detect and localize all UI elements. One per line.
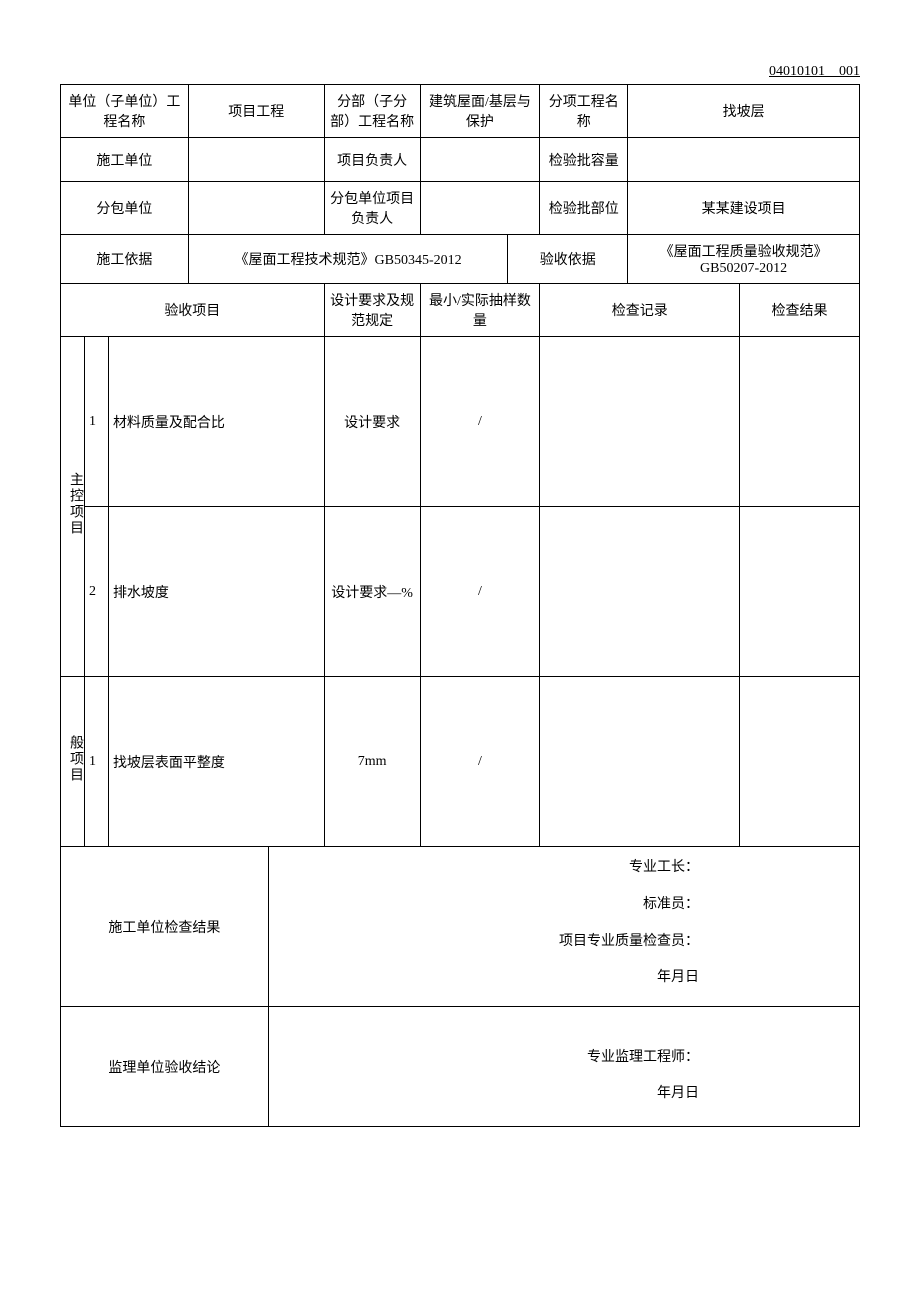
label-division-project: 分部（子分部）工程名称 bbox=[324, 85, 420, 138]
row-spec: 设计要求—% bbox=[324, 507, 420, 677]
inspection-form-table: 单位（子单位）工程名称 项目工程 分部（子分部）工程名称 建筑屋面/基层与保护 … bbox=[60, 84, 860, 1127]
value-project-leader bbox=[420, 138, 540, 182]
col-check-record: 检查记录 bbox=[540, 284, 740, 337]
page-code: 04010101 001 bbox=[60, 60, 860, 80]
sig-date2: 年月日 bbox=[273, 1079, 699, 1110]
row-qty: / bbox=[420, 677, 540, 847]
row-result bbox=[740, 337, 860, 507]
row-qty: / bbox=[420, 507, 540, 677]
label-subcontractor: 分包单位 bbox=[61, 182, 189, 235]
row-num: 2 bbox=[84, 507, 108, 677]
label-construction-basis: 施工依据 bbox=[61, 235, 189, 284]
row-qty: / bbox=[420, 337, 540, 507]
value-division-project: 建筑屋面/基层与保护 bbox=[420, 85, 540, 138]
col-check-result: 检查结果 bbox=[740, 284, 860, 337]
sig-supervisor-engineer: 专业监理工程师： bbox=[273, 1043, 699, 1074]
col-inspect-item: 验收项目 bbox=[61, 284, 325, 337]
value-batch-location: 某某建设项目 bbox=[628, 182, 860, 235]
label-batch-capacity: 检验批容量 bbox=[540, 138, 628, 182]
label-acceptance-basis: 验收依据 bbox=[508, 235, 628, 284]
label-batch-location: 检验批部位 bbox=[540, 182, 628, 235]
sig-date: 年月日 bbox=[273, 963, 699, 994]
value-subitem-project: 找坡层 bbox=[628, 85, 860, 138]
sig-standard: 标准员： bbox=[273, 890, 699, 921]
row-result bbox=[740, 677, 860, 847]
group-general: 般项目 bbox=[61, 677, 85, 847]
value-unit-project: 项目工程 bbox=[188, 85, 324, 138]
value-construction-basis: 《屋面工程技术规范》GB50345-2012 bbox=[188, 235, 508, 284]
label-unit-project: 单位（子单位）工程名称 bbox=[61, 85, 189, 138]
row-item: 材料质量及配合比 bbox=[108, 337, 324, 507]
row-num: 1 bbox=[84, 337, 108, 507]
value-subcontractor bbox=[188, 182, 324, 235]
col-sample-qty: 最小/实际抽样数量 bbox=[420, 284, 540, 337]
row-record bbox=[540, 677, 740, 847]
group-main: 主控项目 bbox=[61, 337, 85, 677]
sig-quality-inspector: 项目专业质量检查员： bbox=[273, 927, 699, 958]
row-item: 找坡层表面平整度 bbox=[108, 677, 324, 847]
label-subitem-project: 分项工程名称 bbox=[540, 85, 628, 138]
col-design-spec: 设计要求及规范规定 bbox=[324, 284, 420, 337]
label-subcontractor-leader: 分包单位项目负责人 bbox=[324, 182, 420, 235]
row-item: 排水坡度 bbox=[108, 507, 324, 677]
label-construction-result: 施工单位检查结果 bbox=[61, 847, 269, 1007]
construction-signature-block: 专业工长： 标准员： 项目专业质量检查员： 年月日 bbox=[268, 847, 859, 1007]
row-num: 1 bbox=[84, 677, 108, 847]
row-result bbox=[740, 507, 860, 677]
row-spec: 设计要求 bbox=[324, 337, 420, 507]
row-record bbox=[540, 507, 740, 677]
row-spec: 7mm bbox=[324, 677, 420, 847]
value-acceptance-basis: 《屋面工程质量验收规范》GB50207-2012 bbox=[628, 235, 860, 284]
value-construction-unit bbox=[188, 138, 324, 182]
supervisor-signature-block: 专业监理工程师： 年月日 bbox=[268, 1007, 859, 1127]
label-construction-unit: 施工单位 bbox=[61, 138, 189, 182]
label-supervisor-conclusion: 监理单位验收结论 bbox=[61, 1007, 269, 1127]
row-record bbox=[540, 337, 740, 507]
value-subcontractor-leader bbox=[420, 182, 540, 235]
value-batch-capacity bbox=[628, 138, 860, 182]
label-project-leader: 项目负责人 bbox=[324, 138, 420, 182]
sig-foreman: 专业工长： bbox=[273, 853, 699, 884]
